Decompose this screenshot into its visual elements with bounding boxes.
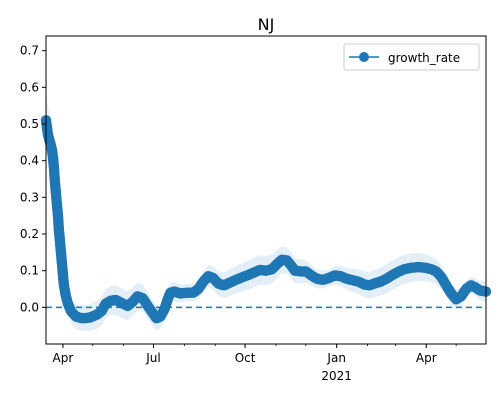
y-tick-label: 0.0 — [20, 300, 39, 314]
plot-frame — [45, 35, 487, 345]
x-tick-label: Jan — [326, 351, 346, 365]
legend-marker-sample — [359, 52, 369, 62]
y-tick-label: 0.1 — [20, 264, 39, 278]
x-tick-label: Jul — [145, 351, 160, 365]
x-tick-label: Apr — [53, 351, 74, 365]
y-tick-label: 0.5 — [20, 117, 39, 131]
y-tick-label: 0.4 — [20, 154, 39, 168]
legend: growth_rate — [343, 43, 480, 71]
confidence-band-area — [46, 91, 486, 332]
y-tick-label: 0.7 — [20, 44, 39, 58]
x-tick-year-label: 2021 — [321, 369, 352, 383]
legend-entry-growth-rate: growth_rate — [388, 51, 460, 65]
chart-title: NJ — [258, 15, 275, 34]
x-tick-label: Apr — [416, 351, 437, 365]
y-tick-label: 0.3 — [20, 190, 39, 204]
y-tick-label: 0.2 — [20, 227, 39, 241]
x-tick-label: Oct — [235, 351, 256, 365]
confidence-band — [46, 91, 486, 332]
growth-rate-series — [40, 115, 492, 324]
axes: 0.0 0.1 0.2 0.3 0.4 0.5 0.6 0.7 Apr Jul Oct Jan 2021… — [20, 35, 487, 383]
y-tick-label: 0.6 — [20, 80, 39, 94]
legend-frame — [343, 43, 480, 71]
